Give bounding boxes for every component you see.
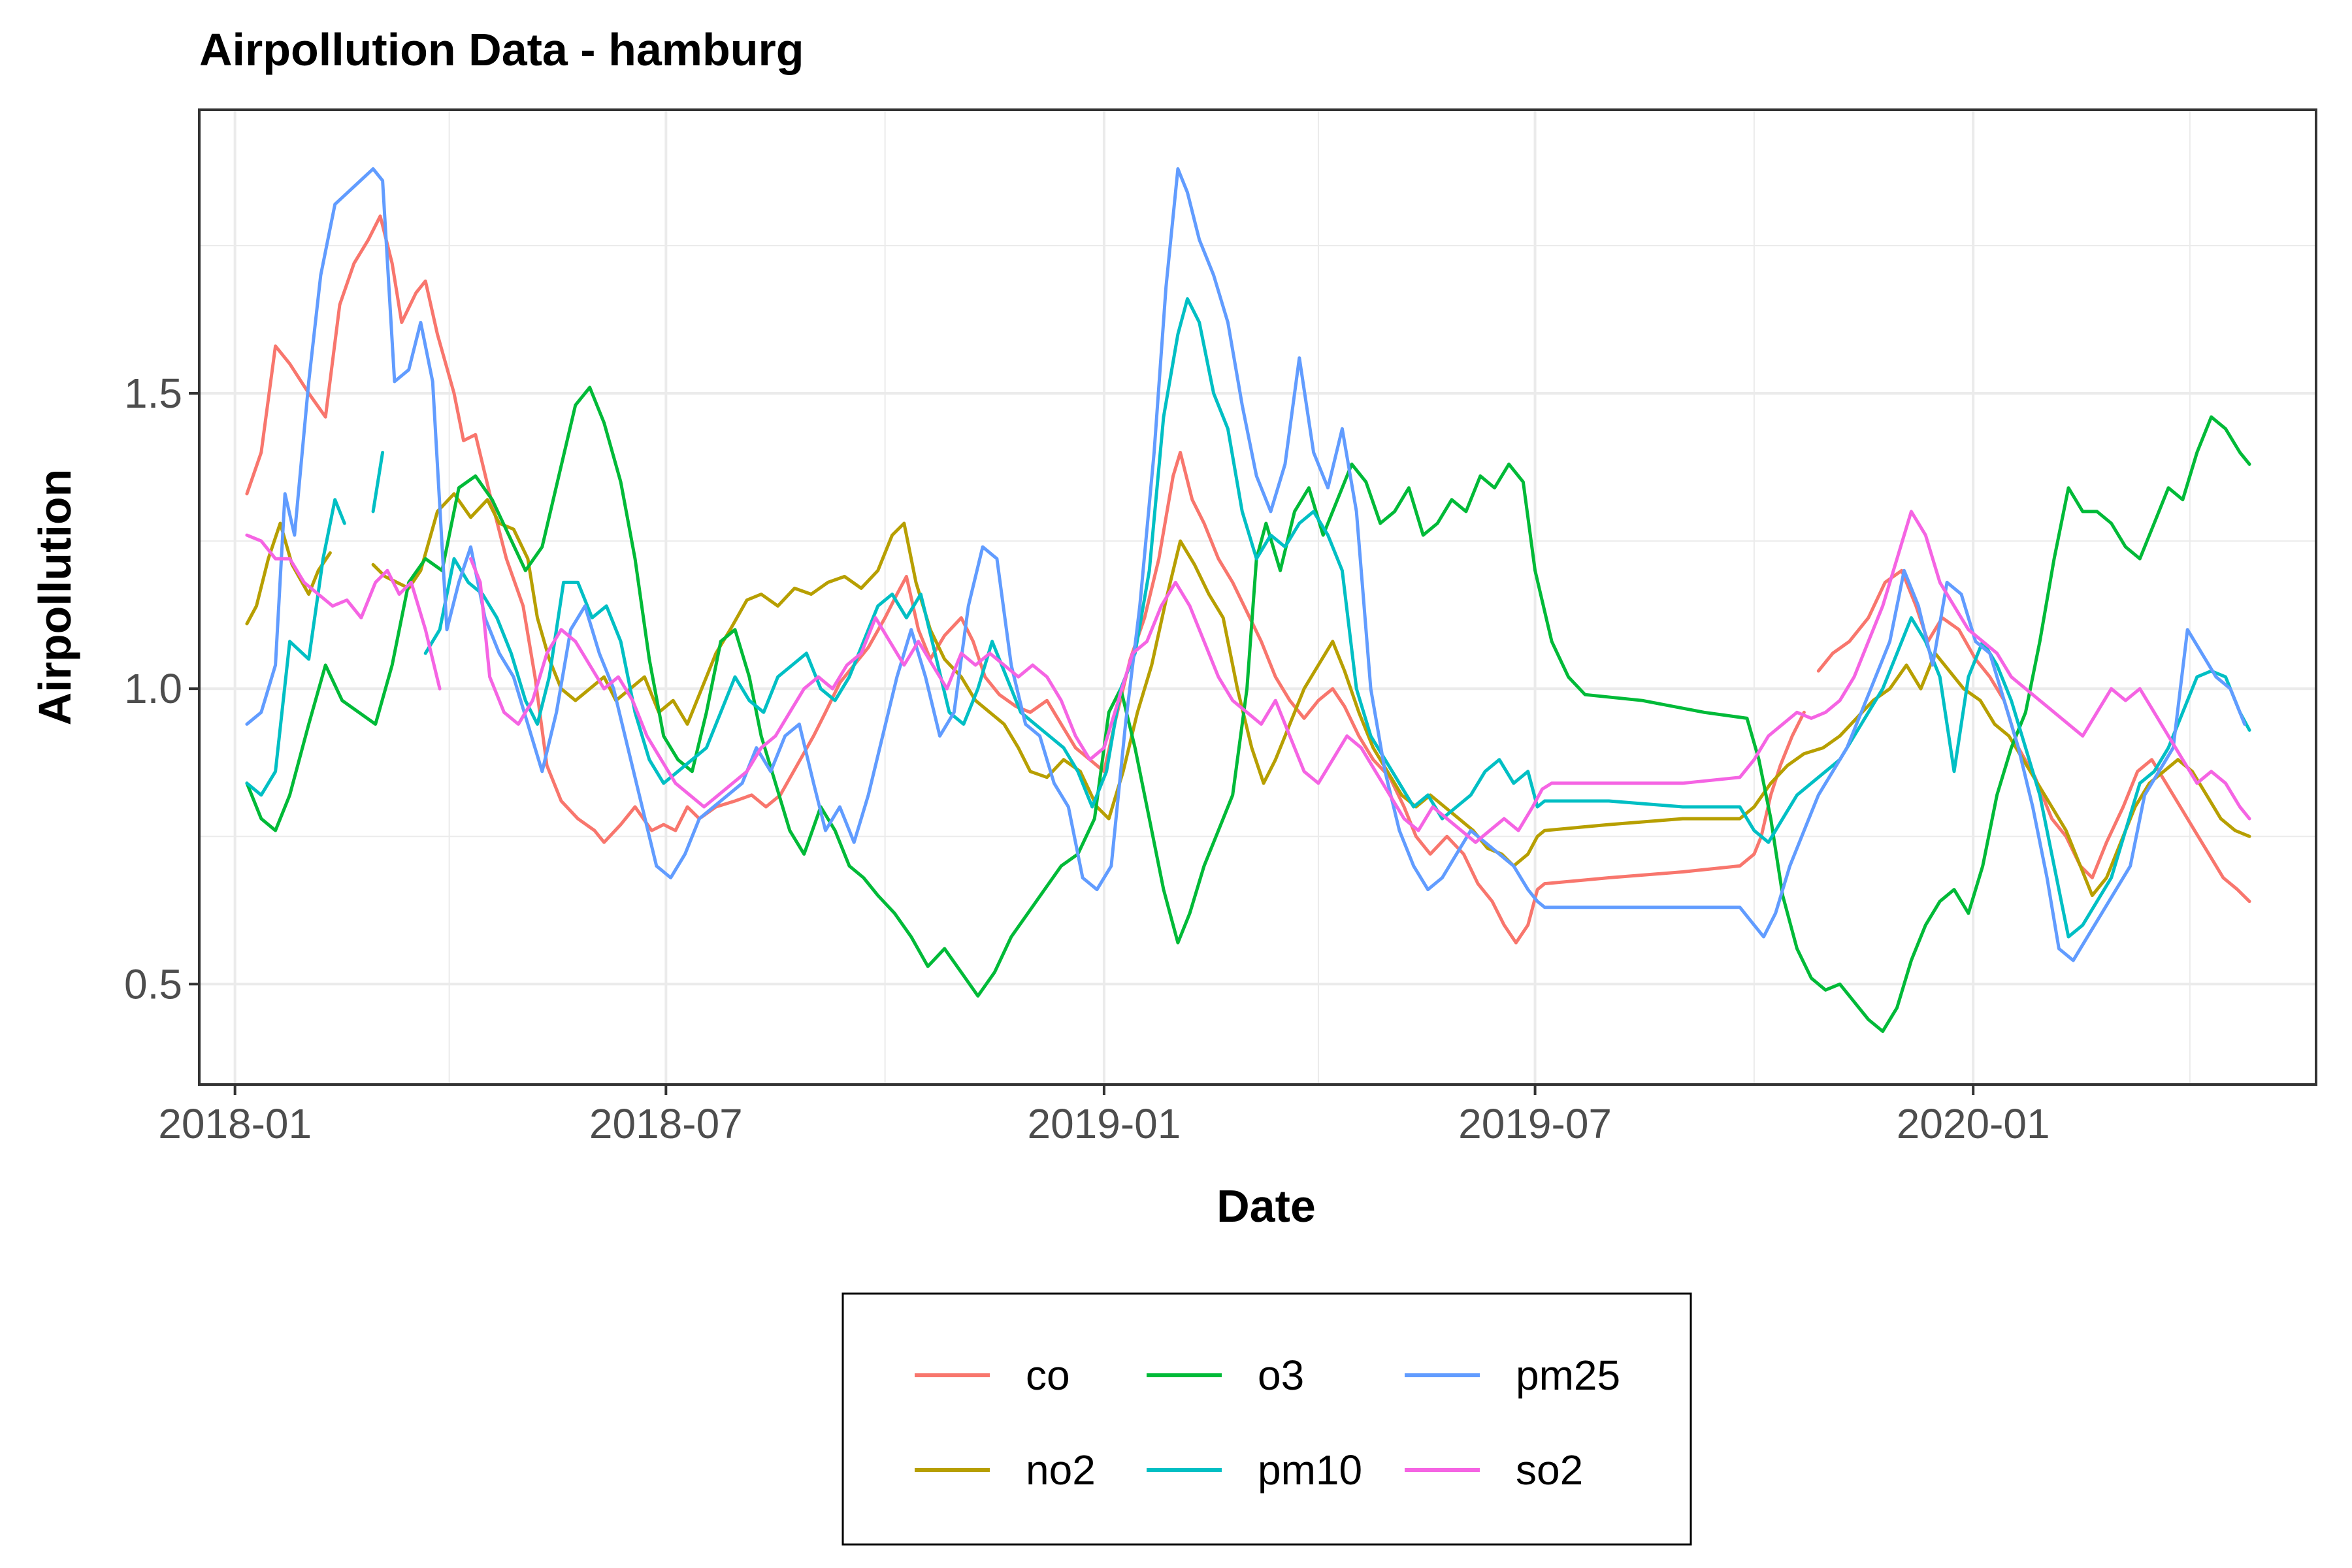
series-line-so2 [469,510,2251,844]
series-line-pm10 [423,297,2251,939]
x-tick-label: 2018-01 [158,1100,312,1147]
x-tick-label: 2019-07 [1458,1100,1612,1147]
series-line-co [1816,568,2251,904]
chart-title: Airpollution Data - hamburg [199,24,804,75]
y-tick-label: 1.5 [124,370,182,417]
series-line-pm10 [245,498,346,797]
x-axis-title: Date [1217,1181,1316,1232]
legend-box [841,1292,1692,1546]
series-line-so2 [245,533,442,691]
x-tick-label: 2018-07 [589,1100,743,1147]
series-line-no2 [371,492,2251,898]
y-axis-title: Airpollution [29,469,80,726]
series-line-co [245,214,1806,945]
series-layer [245,167,2251,1034]
series-line-pm25 [245,167,2247,962]
y-tick-label: 1.0 [124,665,182,712]
series-line-o3 [245,385,2251,1034]
x-tick-label: 2019-01 [1027,1100,1181,1147]
y-axis: 0.5 1.0 1.5 [124,370,199,1007]
legend-label-pm25: pm25 [1516,1352,1620,1399]
grid-major [199,110,2316,1085]
legend-label-pm10: pm10 [1258,1446,1362,1494]
plot-border [198,108,2317,1086]
plot-panel [199,110,2316,1085]
series-line-no2 [245,521,332,626]
y-tick-label: 0.5 [124,960,182,1007]
grid-minor [199,110,2316,1085]
legend-label-co: co [1026,1352,1070,1399]
legend-label-o3: o3 [1258,1352,1304,1399]
series-line-pm10 [371,451,385,514]
x-axis: 2018-01 2018-07 2019-01 2019-07 2020-01 [158,1085,2050,1147]
legend-label-so2: so2 [1516,1446,1583,1494]
x-tick-label: 2020-01 [1897,1100,2050,1147]
legend: co no2 o3 pm10 pm25 so2 [915,1352,1620,1494]
legend-label-no2: no2 [1026,1446,1096,1494]
